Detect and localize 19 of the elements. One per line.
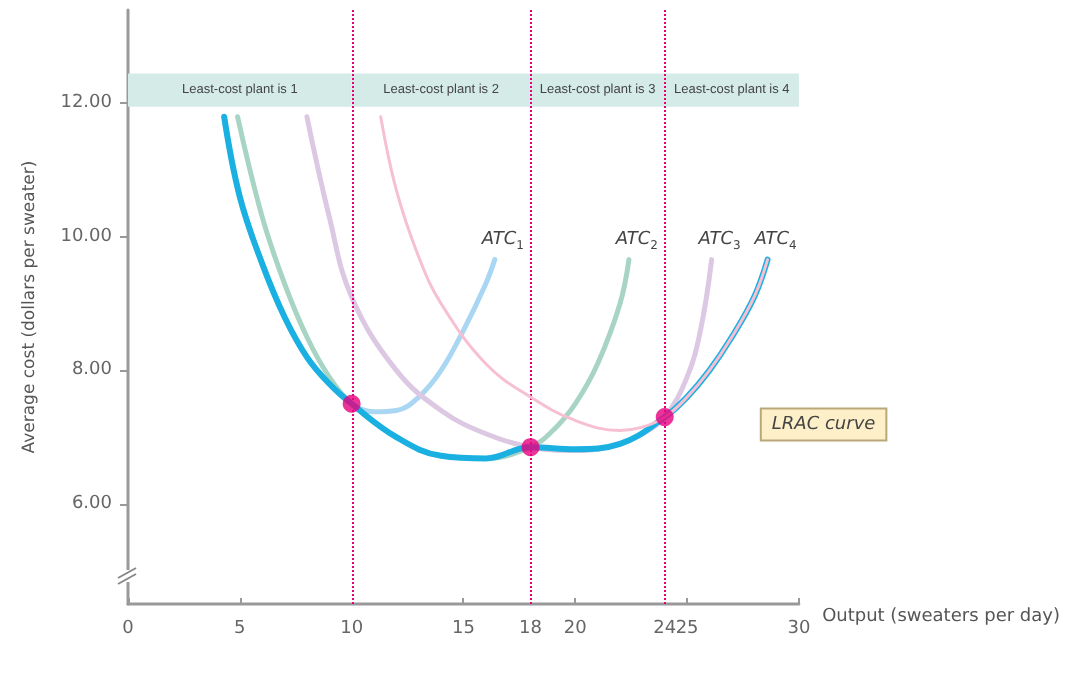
x-tick-label: 20 bbox=[563, 619, 588, 639]
x-tick-label: 25 bbox=[675, 619, 699, 639]
point bbox=[521, 438, 540, 457]
y-tick-label: 6.00 bbox=[71, 493, 113, 514]
text: LRAC curve bbox=[771, 414, 877, 435]
x-tick-label: 24 bbox=[653, 619, 677, 639]
x-tick-label: 10 bbox=[340, 619, 364, 639]
x-tick-label: 18 bbox=[519, 619, 543, 639]
x-axis-title: Output (sweaters per day) bbox=[822, 607, 1060, 627]
y-tick-label: 10.00 bbox=[60, 226, 113, 247]
x-tick-label: 15 bbox=[451, 619, 475, 639]
x-tick-label: 30 bbox=[787, 619, 811, 639]
x-tick-label: 5 bbox=[234, 619, 246, 639]
y-axis-title: Average cost (dollars per sweater) bbox=[19, 160, 40, 454]
y-tick-label: 12.00 bbox=[60, 93, 113, 114]
point bbox=[342, 394, 361, 413]
point bbox=[655, 408, 674, 427]
y-tick-label: 8.00 bbox=[71, 360, 113, 381]
x-tick-label: 0 bbox=[122, 619, 135, 639]
